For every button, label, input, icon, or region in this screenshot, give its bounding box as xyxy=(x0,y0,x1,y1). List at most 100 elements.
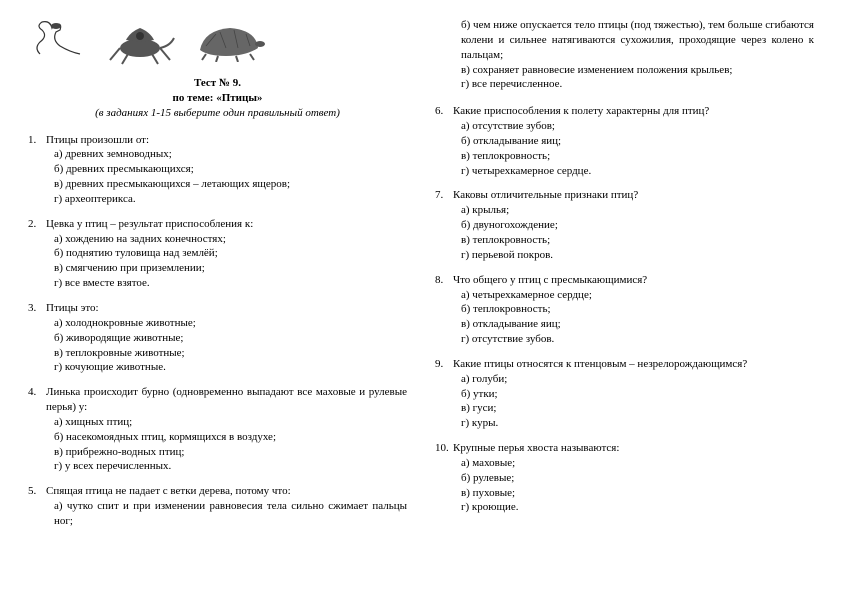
question-text: Какие приспособления к полету характерны… xyxy=(453,104,814,119)
options: а) чутко спит и при изменении равновесия… xyxy=(54,499,407,529)
question-number: 10. xyxy=(435,441,453,456)
option: б) древних пресмыкающихся; xyxy=(54,162,407,177)
option: г) кочующие животные. xyxy=(54,360,407,375)
question-stem: 7.Каковы отличительные признаки птиц? xyxy=(435,188,814,203)
left-questions: 1.Птицы произошли от:а) древних земновод… xyxy=(28,133,407,529)
option: б) теплокровность; xyxy=(461,302,814,317)
option: г) археоптерикса. xyxy=(54,192,407,207)
question-stem: 4.Линька происходит бурно (одновременно … xyxy=(28,385,407,415)
option: в) гуси; xyxy=(461,401,814,416)
title-instruction: (в заданиях 1-15 выберите один правильны… xyxy=(28,106,407,121)
question-number: 6. xyxy=(435,104,453,119)
option: а) крылья; xyxy=(461,203,814,218)
question-number: 8. xyxy=(435,273,453,288)
question-text: Цевка у птиц – результат приспособления … xyxy=(46,217,407,232)
question: 9.Какие птицы относятся к птенцовым – не… xyxy=(435,357,814,431)
option: в) теплокровность; xyxy=(461,149,814,164)
question: 5.Спящая птица не падает с ветки дерева,… xyxy=(28,484,407,529)
question: 10.Крупные перья хвоста называются:а) ма… xyxy=(435,441,814,515)
question-text: Что общего у птиц с пресмыкающимися? xyxy=(453,273,814,288)
options: а) хищных птиц;б) насекомоядных птиц, ко… xyxy=(54,415,407,474)
right-column: б) чем ниже опускается тело птицы (под т… xyxy=(435,18,814,577)
option: в) пуховые; xyxy=(461,486,814,501)
option: б) двуногохождение; xyxy=(461,218,814,233)
question-number: 3. xyxy=(28,301,46,316)
option: а) древних земноводных; xyxy=(54,147,407,162)
options: а) древних земноводных;б) древних пресмы… xyxy=(54,147,407,206)
question: 8.Что общего у птиц с пресмыкающимися?а)… xyxy=(435,273,814,347)
q5-continuation: б) чем ниже опускается тело птицы (под т… xyxy=(461,18,814,92)
illustration-row xyxy=(32,18,407,66)
option: г) четырехкамерное сердце. xyxy=(461,164,814,179)
question: 7.Каковы отличительные признаки птиц?а) … xyxy=(435,188,814,262)
question-stem: 2.Цевка у птиц – результат приспособлени… xyxy=(28,217,407,232)
title-main: Тест № 9. xyxy=(28,76,407,91)
question-stem: 8.Что общего у птиц с пресмыкающимися? xyxy=(435,273,814,288)
options: а) маховые;б) рулевые;в) пуховые;г) крою… xyxy=(461,456,814,515)
title-sub: по теме: «Птицы» xyxy=(28,91,407,106)
option: а) чутко спит и при изменении равновесия… xyxy=(54,499,407,529)
lizard-icon xyxy=(100,18,178,66)
option: б) поднятию туловища над землёй; xyxy=(54,246,407,261)
question-text: Птицы это: xyxy=(46,301,407,316)
option: г) кроющие. xyxy=(461,500,814,515)
question-text: Крупные перья хвоста называются: xyxy=(453,441,814,456)
question-text: Спящая птица не падает с ветки дерева, п… xyxy=(46,484,407,499)
question-number: 7. xyxy=(435,188,453,203)
option: г) все вместе взятое. xyxy=(54,276,407,291)
option: а) маховые; xyxy=(461,456,814,471)
left-column: Тест № 9. по теме: «Птицы» (в заданиях 1… xyxy=(28,18,407,577)
question: 1.Птицы произошли от:а) древних земновод… xyxy=(28,133,407,207)
option: а) хождению на задних конечностях; xyxy=(54,232,407,247)
snake-icon xyxy=(32,18,92,60)
option: б) чем ниже опускается тело птицы (под т… xyxy=(461,18,814,63)
option: а) четырехкамерное сердце; xyxy=(461,288,814,303)
question-text: Линька происходит бурно (одновременно вы… xyxy=(46,385,407,415)
question: 6.Какие приспособления к полету характер… xyxy=(435,104,814,178)
options: а) голуби;б) утки;в) гуси;г) куры. xyxy=(461,372,814,431)
option: б) рулевые; xyxy=(461,471,814,486)
option: а) холоднокровные животные; xyxy=(54,316,407,331)
options: а) отсутствие зубов;б) откладывание яиц;… xyxy=(461,119,814,178)
option: г) отсутствие зубов. xyxy=(461,332,814,347)
option: а) голуби; xyxy=(461,372,814,387)
question-stem: 6.Какие приспособления к полету характер… xyxy=(435,104,814,119)
options: а) четырехкамерное сердце;б) теплокровно… xyxy=(461,288,814,347)
option: б) насекомоядных птиц, кормящихся в возд… xyxy=(54,430,407,445)
question-number: 1. xyxy=(28,133,46,148)
option: в) древних пресмыкающихся – летающих яще… xyxy=(54,177,407,192)
option: в) откладывание яиц; xyxy=(461,317,814,332)
option: г) все перечисленное. xyxy=(461,77,814,92)
question: 4.Линька происходит бурно (одновременно … xyxy=(28,385,407,474)
options: а) крылья;б) двуногохождение;в) теплокро… xyxy=(461,203,814,262)
option: б) откладывание яиц; xyxy=(461,134,814,149)
question-text: Какие птицы относятся к птенцовым – незр… xyxy=(453,357,814,372)
question: 3.Птицы это:а) холоднокровные животные;б… xyxy=(28,301,407,375)
option: в) сохраняет равновесие изменением полож… xyxy=(461,63,814,78)
option: г) куры. xyxy=(461,416,814,431)
option: б) живородящие животные; xyxy=(54,331,407,346)
question: 2.Цевка у птиц – результат приспособлени… xyxy=(28,217,407,291)
option: а) хищных птиц; xyxy=(54,415,407,430)
option: в) прибрежно-водных птиц; xyxy=(54,445,407,460)
question-number: 2. xyxy=(28,217,46,232)
option: г) у всех перечисленных. xyxy=(54,459,407,474)
option: в) смягчению при приземлении; xyxy=(54,261,407,276)
question-text: Птицы произошли от: xyxy=(46,133,407,148)
question-stem: 1.Птицы произошли от: xyxy=(28,133,407,148)
option: в) теплокровные животные; xyxy=(54,346,407,361)
question-text: Каковы отличительные признаки птиц? xyxy=(453,188,814,203)
turtle-icon xyxy=(186,18,270,62)
options: а) хождению на задних конечностях;б) под… xyxy=(54,232,407,291)
right-questions: 6.Какие приспособления к полету характер… xyxy=(435,104,814,515)
question-number: 5. xyxy=(28,484,46,499)
question-number: 4. xyxy=(28,385,46,415)
question-stem: 9.Какие птицы относятся к птенцовым – не… xyxy=(435,357,814,372)
question-stem: 5.Спящая птица не падает с ветки дерева,… xyxy=(28,484,407,499)
question-stem: 10.Крупные перья хвоста называются: xyxy=(435,441,814,456)
option: б) утки; xyxy=(461,387,814,402)
question-stem: 3.Птицы это: xyxy=(28,301,407,316)
question-number: 9. xyxy=(435,357,453,372)
option: г) перьевой покров. xyxy=(461,248,814,263)
title-block: Тест № 9. по теме: «Птицы» (в заданиях 1… xyxy=(28,76,407,121)
